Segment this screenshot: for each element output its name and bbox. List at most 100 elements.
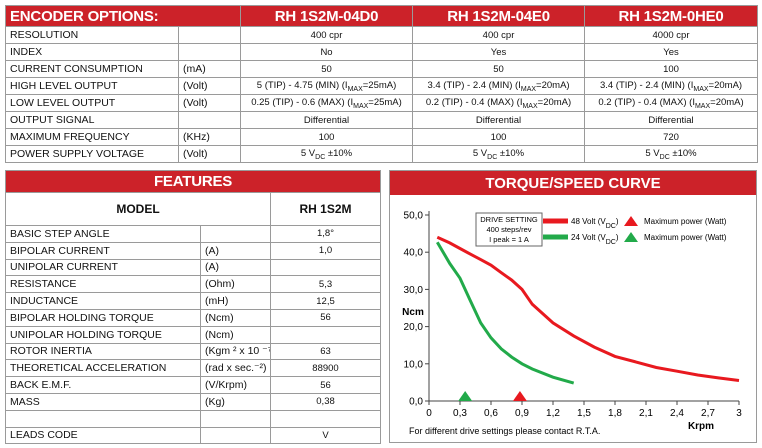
row-label: UNIPOLAR HOLDING TORQUE	[5, 325, 201, 344]
features-table: FEATURES MODEL RH 1S2M BASIC STEP ANGLE 1,8°…	[4, 170, 382, 445]
cell: 400 cpr	[240, 26, 414, 44]
legend-label: 24 Volt (VDC)	[571, 233, 619, 246]
row: OUTPUT SIGNAL Differential Differential Dif…	[5, 111, 759, 129]
row-label: BACK E.M.F.	[5, 376, 201, 394]
text-part: 5 (TIP) - 4.75 (MIN) (I	[256, 79, 348, 91]
drive-setting-text: I peak = 1 A	[489, 235, 529, 244]
text-part: 0.2 (TIP) - 0.4 (MAX) (I	[425, 96, 523, 108]
row-label: BASIC STEP ANGLE	[5, 225, 201, 243]
text-part: 5 V	[645, 147, 660, 159]
row: INDEX No Yes Yes	[5, 43, 759, 61]
cell: 100	[584, 60, 759, 78]
row-label: BIPOLAR CURRENT	[5, 241, 201, 260]
row-unit: (rad x sec.⁻²)	[200, 359, 271, 378]
row: BIPOLAR HOLDING TORQUE (Ncm) 56	[5, 308, 382, 327]
row-unit	[200, 426, 271, 445]
cell: 3.4 (TIP) - 2.4 (MIN) (IMAX=20mA)	[584, 77, 759, 95]
model-name: RH 1S2M-04E0	[412, 5, 586, 27]
cell: Differential	[240, 111, 414, 129]
cell: 5 VDC ±10%	[412, 145, 586, 163]
x-tick-label: 3	[736, 408, 742, 419]
subscript: MAX	[520, 85, 537, 93]
subscript: MAX	[347, 85, 363, 93]
text-part: =20mA)	[710, 96, 744, 108]
text-part: )	[616, 233, 619, 242]
drive-setting-text: 400 steps/rev	[486, 225, 531, 234]
row: BIPOLAR CURRENT (A) 1,0	[5, 241, 382, 260]
row-unit: (Volt)	[177, 94, 242, 112]
max-power-marker	[512, 391, 527, 401]
chart: TORQUE/SPEED CURVE 0,0 10,0 20,0 30,0 40,0 50,…	[390, 171, 756, 436]
cell: 56	[269, 308, 382, 327]
row-unit: (Ncm)	[200, 308, 271, 327]
subscript: DC	[606, 239, 616, 246]
y-tick-label: 30,0	[404, 285, 424, 296]
cell	[269, 409, 382, 428]
text-part: 50	[321, 63, 332, 75]
text-part: ±10%	[669, 147, 697, 159]
text-part: )	[616, 217, 619, 226]
row-unit: (Volt)	[177, 77, 242, 95]
text-part: Yes	[490, 46, 507, 58]
text-part: Differential	[475, 114, 522, 126]
cell: 0.2 (TIP) - 0.4 (MAX) (IMAX=20mA)	[584, 94, 759, 112]
row-label: LEADS CODE	[5, 426, 201, 445]
row: HIGH LEVEL OUTPUT (Volt) 5 (TIP) - 4.75 (M…	[5, 77, 759, 95]
cell: 5 VDC ±10%	[240, 145, 414, 163]
cell	[5, 409, 201, 428]
cell: 12,5	[269, 292, 382, 310]
series-line	[436, 241, 575, 385]
text-part: 3.4 (TIP) - 2.4 (MIN) (I	[427, 79, 521, 91]
text-part: ±10%	[325, 147, 353, 159]
cell: 1,0	[269, 241, 382, 260]
torque-speed-panel: TORQUE/SPEED CURVE 0,0 10,0 20,0 30,0 40,0 50,…	[389, 170, 757, 443]
subscript: DC	[659, 153, 670, 161]
text-part: Yes	[663, 46, 679, 58]
model-name: RH 1S2M	[269, 192, 382, 226]
cell	[269, 325, 382, 344]
cell: 0,38	[269, 392, 382, 411]
row-unit: (mA)	[177, 60, 242, 78]
x-tick-label: 1,5	[577, 408, 591, 419]
table-title: ENCODER OPTIONS:	[4, 5, 242, 27]
text-part: =20mA)	[537, 96, 572, 108]
text-part: 400 cpr	[482, 29, 515, 41]
x-tick-label: 2,1	[639, 408, 653, 419]
text-part: Differential	[303, 114, 350, 126]
cell	[269, 258, 382, 277]
model-row: MODEL RH 1S2M	[5, 192, 382, 226]
row-label: LOW LEVEL OUTPUT	[5, 94, 179, 112]
encoder-table: ENCODER OPTIONS: RH 1S2M-04D0 RH 1S2M-04E0…	[4, 5, 759, 163]
row: RESOLUTION 400 cpr 400 cpr 4000 cpr	[5, 26, 759, 44]
row: MASS (Kg) 0,38	[5, 392, 382, 411]
drive-setting-text: DRIVE SETTING	[480, 215, 538, 224]
chart-title: TORQUE/SPEED CURVE	[485, 175, 660, 192]
row-unit: (mH)	[200, 292, 271, 310]
cell: Differential	[412, 111, 586, 129]
header-row: ENCODER OPTIONS: RH 1S2M-04D0 RH 1S2M-04E0…	[4, 5, 759, 27]
y-tick-label: 10,0	[404, 359, 424, 370]
subscript: MAX	[522, 102, 538, 110]
model-name: RH 1S2M-04D0	[240, 5, 414, 27]
row: BACK E.M.F. (V/Krpm) 56	[5, 376, 382, 394]
footnote: For different drive settings please cont…	[409, 426, 600, 436]
row-label: THEORETICAL ACCELERATION	[5, 359, 201, 378]
cell: 4000 cpr	[584, 26, 759, 44]
text-part: 24 Volt (V	[571, 233, 606, 242]
model-label: MODEL	[5, 192, 271, 226]
cell: 63	[269, 342, 382, 361]
subscript: MAX	[693, 85, 709, 93]
row: INDUCTANCE (mH) 12,5	[5, 292, 382, 310]
x-tick-label: 1,8	[608, 408, 622, 419]
text-part: 100	[490, 131, 507, 143]
model-name: RH 1S2M-0HE0	[584, 5, 759, 27]
x-tick-label: 2,7	[701, 408, 715, 419]
text-part: No	[320, 46, 333, 58]
cell: 0.25 (TIP) - 0.6 (MAX) (IMAX=25mA)	[240, 94, 414, 112]
row-unit: (A)	[200, 258, 271, 277]
cell: 100	[412, 128, 586, 146]
x-tick-label: 0	[426, 408, 432, 419]
row-label: INDUCTANCE	[5, 292, 201, 310]
cell: 5,3	[269, 275, 382, 294]
text-part: =25mA)	[368, 96, 402, 108]
